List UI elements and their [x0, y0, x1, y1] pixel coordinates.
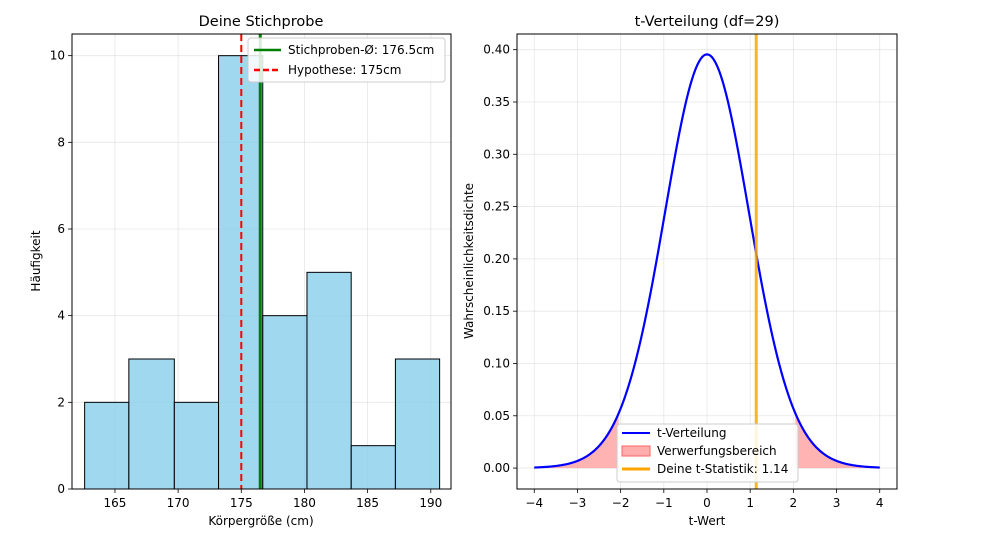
histogram-y-ticks: 0 2 4 6 8 10	[50, 49, 72, 496]
t-distribution-y-tick-label: 0.25	[483, 200, 510, 214]
legend-label-rejection-region: Verwerfungsbereich	[657, 444, 777, 458]
t-distribution-legend: t-Verteilung Verwerfungsbereich Deine t-…	[616, 423, 799, 483]
t-distribution-y-tick-label: 0.20	[483, 252, 510, 266]
histogram-legend-box	[247, 37, 446, 83]
legend-label-t-distribution: t-Verteilung	[657, 426, 727, 440]
t-distribution-curve	[534, 53, 880, 469]
histogram-x-tick-label: 185	[356, 496, 379, 510]
rejection-region-left	[534, 413, 619, 469]
t-distribution-plot-area	[517, 34, 897, 489]
histogram-y-tick-label: 4	[57, 309, 65, 323]
histogram-bars	[84, 55, 441, 490]
rejection-region-right	[795, 413, 880, 469]
histogram-y-tick-label: 10	[50, 49, 65, 63]
t-distribution-y-tick-label: 0.05	[483, 409, 510, 423]
t-distribution-legend-box	[616, 423, 799, 483]
t-distribution-x-label: t-Wert	[689, 514, 726, 528]
histogram-bar	[306, 271, 352, 490]
histogram-bar	[173, 401, 220, 490]
t-distribution-x-tick-label: −4	[525, 496, 543, 510]
legend-label-t-statistic: Deine t-Statistik: 1.14	[657, 462, 788, 476]
histogram-panel: 165 170 175 180 185 190 0 2 4 6 8 10 Deine Stichpr…	[29, 14, 452, 528]
rejection-region-fill	[534, 413, 880, 469]
histogram-x-tick-label: 180	[293, 496, 316, 510]
legend-swatch-rejection-region	[621, 445, 651, 457]
t-distribution-y-tick-label: 0.40	[483, 43, 510, 57]
histogram-x-ticks: 165 170 175 180 185 190	[104, 489, 442, 510]
histogram-y-tick-label: 8	[57, 135, 65, 149]
t-distribution-x-tick-label: 0	[703, 496, 711, 510]
histogram-legend: Stichproben-Ø: 176.5cm Hypothese: 175cm	[247, 37, 446, 83]
histogram-bar	[128, 358, 175, 490]
histogram-x-tick-label: 175	[230, 496, 253, 510]
histogram-x-tick-label: 170	[167, 496, 190, 510]
histogram-y-label: Häufigkeit	[29, 230, 43, 291]
t-distribution-y-tick-label: 0.00	[483, 461, 510, 475]
histogram-y-tick-label: 0	[57, 482, 65, 496]
t-distribution-title: t-Verteilung (df=29)	[635, 14, 780, 30]
histogram-reference-lines	[240, 34, 262, 489]
t-distribution-x-tick-label: −3	[569, 496, 587, 510]
t-distribution-x-ticks: −4 −3 −2 −1 0 1 2 3 4	[525, 489, 884, 510]
t-distribution-y-tick-label: 0.10	[483, 356, 510, 370]
t-distribution-grid	[517, 34, 897, 489]
legend-label-sample-mean: Stichproben-Ø: 176.5cm	[288, 43, 434, 57]
histogram-bar	[350, 445, 396, 490]
t-distribution-y-label: Wahrscheinlichkeitsdichte	[462, 183, 476, 339]
histogram-title: Deine Stichprobe	[199, 14, 324, 30]
t-distribution-y-tick-label: 0.30	[483, 147, 510, 161]
t-distribution-y-tick-label: 0.15	[483, 304, 510, 318]
histogram-x-label: Körpergröße (cm)	[208, 514, 313, 528]
t-distribution-x-tick-label: 2	[790, 496, 798, 510]
legend-label-hypothesis: Hypothese: 175cm	[288, 63, 401, 77]
histogram-x-tick-label: 165	[104, 496, 127, 510]
t-distribution-x-tick-label: −2	[612, 496, 630, 510]
histogram-y-tick-label: 2	[57, 395, 65, 409]
t-distribution-x-tick-label: 1	[746, 496, 754, 510]
histogram-frame	[71, 33, 452, 490]
t-distribution-x-tick-label: 4	[876, 496, 884, 510]
histogram-x-tick-label: 190	[419, 496, 442, 510]
histogram-bar	[394, 358, 441, 490]
t-distribution-x-tick-label: 3	[833, 496, 841, 510]
t-distribution-y-tick-label: 0.35	[483, 95, 510, 109]
histogram-y-tick-label: 6	[57, 222, 65, 236]
t-distribution-panel: −4 −3 −2 −1 0 1 2 3 4 0.000.050.100.150.200.250.…	[462, 14, 898, 528]
t-distribution-y-ticks: 0.00 0.05 0.10 0.15 0.20 0.25 0.30 0.35 0.40	[483, 43, 517, 475]
histogram-bar	[262, 315, 308, 490]
t-distribution-line	[534, 53, 880, 469]
histogram-bar	[84, 401, 130, 490]
t-distribution-x-tick-label: −1	[655, 496, 673, 510]
